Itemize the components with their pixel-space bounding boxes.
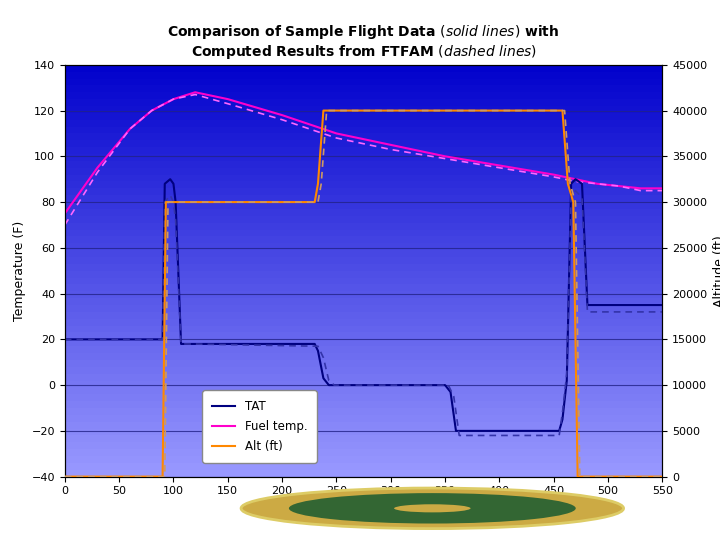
Bar bbox=[65, 168, 662, 174]
Bar bbox=[65, 147, 662, 154]
Bar bbox=[65, 449, 662, 456]
Bar bbox=[65, 305, 662, 312]
Bar bbox=[65, 422, 662, 429]
Bar bbox=[65, 72, 662, 78]
Bar bbox=[65, 333, 662, 339]
Text: The Fuel Tank Flammability Assessment Method – Flammability Analysis: The Fuel Tank Flammability Assessment Me… bbox=[77, 503, 453, 514]
Bar bbox=[65, 285, 662, 291]
Bar bbox=[65, 470, 662, 477]
Bar bbox=[65, 346, 662, 353]
Bar bbox=[65, 230, 662, 237]
Bar bbox=[65, 113, 662, 120]
Bar bbox=[65, 312, 662, 319]
Bar bbox=[65, 174, 662, 181]
Circle shape bbox=[394, 504, 471, 512]
Bar bbox=[65, 456, 662, 463]
Bar bbox=[65, 360, 662, 367]
Bar bbox=[65, 415, 662, 422]
Bar bbox=[65, 216, 662, 222]
Bar bbox=[65, 243, 662, 250]
Bar bbox=[65, 120, 662, 126]
Bar bbox=[65, 133, 662, 140]
Bar bbox=[65, 181, 662, 188]
Bar bbox=[65, 222, 662, 230]
Bar bbox=[65, 278, 662, 285]
Bar bbox=[65, 429, 662, 435]
Bar bbox=[65, 209, 662, 216]
Bar bbox=[65, 442, 662, 449]
Y-axis label: Temperature (F): Temperature (F) bbox=[13, 221, 26, 321]
Bar bbox=[65, 463, 662, 470]
Circle shape bbox=[289, 493, 576, 523]
Y-axis label: Altitude (ft): Altitude (ft) bbox=[713, 235, 720, 307]
Text: Federal Aviation: Federal Aviation bbox=[462, 496, 564, 506]
Title: Comparison of Sample Flight Data $\it{(solid\ lines)}$ with
Computed Results fro: Comparison of Sample Flight Data $\it{(s… bbox=[168, 23, 559, 62]
Legend: TAT, Fuel temp., Alt (ft): TAT, Fuel temp., Alt (ft) bbox=[202, 390, 317, 462]
Circle shape bbox=[241, 488, 624, 529]
Bar bbox=[65, 326, 662, 333]
Bar bbox=[65, 99, 662, 106]
Bar bbox=[65, 271, 662, 278]
Bar bbox=[65, 161, 662, 168]
Bar bbox=[65, 298, 662, 305]
Bar bbox=[65, 92, 662, 99]
X-axis label: Time (min): Time (min) bbox=[325, 502, 402, 515]
Bar bbox=[65, 126, 662, 133]
Bar bbox=[65, 401, 662, 408]
Bar bbox=[65, 408, 662, 415]
Bar bbox=[65, 435, 662, 442]
Bar bbox=[65, 237, 662, 243]
Bar bbox=[65, 353, 662, 360]
Bar bbox=[65, 106, 662, 113]
Bar bbox=[65, 202, 662, 209]
Bar bbox=[65, 154, 662, 161]
Bar bbox=[65, 291, 662, 298]
Bar bbox=[65, 367, 662, 374]
Bar bbox=[65, 250, 662, 257]
Bar bbox=[65, 85, 662, 92]
Bar bbox=[65, 140, 662, 147]
Bar bbox=[65, 394, 662, 401]
Bar bbox=[65, 257, 662, 264]
Bar bbox=[65, 381, 662, 387]
Bar bbox=[65, 264, 662, 271]
Bar bbox=[65, 78, 662, 85]
Bar bbox=[65, 65, 662, 72]
Bar bbox=[65, 195, 662, 202]
Bar bbox=[65, 319, 662, 326]
Bar bbox=[65, 387, 662, 394]
Bar bbox=[65, 188, 662, 195]
Text: Administration: Administration bbox=[462, 515, 555, 525]
Bar bbox=[65, 374, 662, 381]
Bar bbox=[65, 339, 662, 346]
